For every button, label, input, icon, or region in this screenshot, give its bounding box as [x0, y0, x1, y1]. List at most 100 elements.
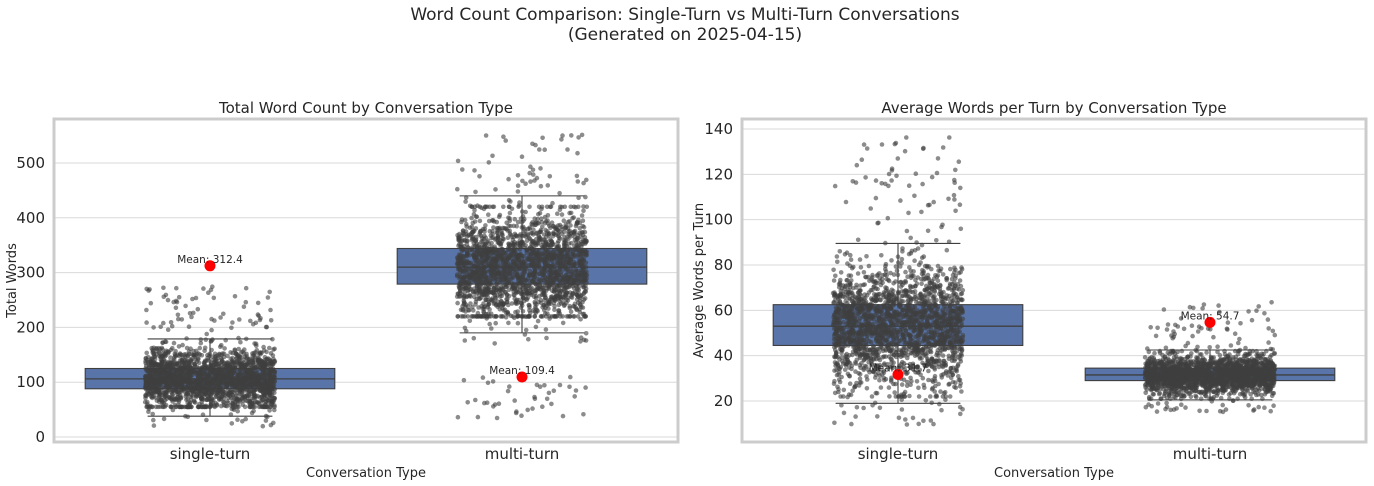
strip-point — [183, 303, 188, 309]
strip-point — [487, 228, 493, 234]
strip-point — [175, 312, 181, 318]
strip-point — [258, 350, 263, 355]
strip-point — [150, 411, 155, 417]
strip-point — [479, 205, 484, 211]
strip-point — [457, 231, 462, 237]
figure-title-line-1: Word Count Comparison: Single-Turn vs Mu… — [410, 5, 960, 25]
strip-point — [470, 229, 475, 235]
strip-point — [572, 394, 577, 399]
strip-point — [511, 243, 516, 249]
strip-point — [527, 268, 533, 274]
strip-point — [578, 339, 583, 344]
strip-point — [508, 313, 514, 319]
strip-point — [575, 179, 581, 184]
strip-point — [151, 423, 157, 428]
strip-point — [501, 277, 506, 283]
strip-point — [565, 147, 570, 152]
strip-point — [482, 291, 488, 297]
strip-point — [473, 314, 479, 319]
strip-point — [198, 337, 204, 342]
strip-point — [549, 401, 554, 407]
strip-point — [528, 245, 533, 250]
strip-point — [218, 355, 224, 361]
strip-point — [494, 415, 500, 421]
strip-point — [192, 400, 198, 405]
strip-point — [946, 239, 952, 245]
strip-point — [557, 284, 562, 289]
strip-point — [543, 283, 548, 288]
strip-point — [537, 271, 543, 277]
strip-point — [861, 270, 867, 275]
strip-point — [187, 400, 193, 405]
strip-point — [537, 293, 542, 299]
strip-point — [549, 220, 555, 225]
strip-point — [164, 348, 169, 354]
strip-point — [149, 356, 155, 361]
strip-point — [469, 215, 474, 221]
strip-point — [259, 404, 265, 410]
strip-point — [555, 231, 561, 237]
strip-point — [264, 396, 270, 402]
strip-point — [555, 262, 560, 267]
strip-point — [469, 314, 475, 319]
strip-point — [567, 210, 572, 216]
strip-point — [582, 235, 588, 240]
strip-point — [543, 327, 549, 332]
strip-point — [248, 318, 253, 324]
strip-point — [244, 336, 249, 342]
strip-point — [532, 309, 538, 314]
strip-point — [577, 309, 583, 315]
strip-point — [176, 294, 182, 300]
strip-point — [195, 374, 201, 379]
strip-point — [514, 285, 520, 290]
strip-point — [201, 371, 207, 377]
strip-point — [520, 178, 525, 184]
strip-point — [848, 392, 854, 398]
strip-point — [214, 362, 219, 368]
strip-point — [536, 212, 541, 217]
strip-point — [268, 318, 274, 323]
strip-point — [843, 353, 848, 358]
strip-point — [558, 272, 564, 278]
strip-point — [250, 351, 255, 356]
strip-point — [475, 264, 481, 270]
strip-point — [578, 317, 583, 322]
strip-point — [219, 371, 225, 377]
strip-point — [557, 222, 563, 228]
strip-point — [482, 226, 488, 232]
strip-point — [583, 239, 588, 245]
strip-point — [481, 304, 487, 310]
strip-point — [489, 218, 495, 223]
strip-point — [483, 133, 489, 138]
strip-point — [559, 204, 565, 210]
strip-point — [173, 305, 179, 311]
strip-point — [575, 252, 581, 258]
strip-point — [223, 337, 228, 343]
strip-point — [151, 394, 156, 399]
strip-point — [841, 394, 846, 399]
strip-point — [532, 299, 538, 305]
strip-point — [472, 168, 477, 173]
strip-point — [530, 290, 535, 295]
strip-point — [552, 297, 557, 303]
strip-point — [168, 320, 174, 325]
strip-point — [261, 348, 267, 353]
strip-point — [578, 234, 584, 239]
strip-point — [242, 376, 247, 381]
strip-point — [576, 195, 581, 201]
strip-point — [542, 295, 548, 301]
strip-point — [548, 204, 554, 210]
strip-point — [490, 379, 496, 384]
strip-point — [517, 275, 523, 281]
strip-point — [199, 399, 205, 404]
strip-point — [520, 224, 526, 230]
strip-point — [149, 366, 155, 371]
strip-point — [195, 306, 201, 312]
strip-point — [527, 170, 532, 176]
strip-point — [568, 309, 574, 315]
strip-point — [493, 187, 498, 192]
strip-point — [225, 399, 230, 404]
strip-point — [200, 412, 206, 418]
strip-point — [157, 393, 162, 399]
